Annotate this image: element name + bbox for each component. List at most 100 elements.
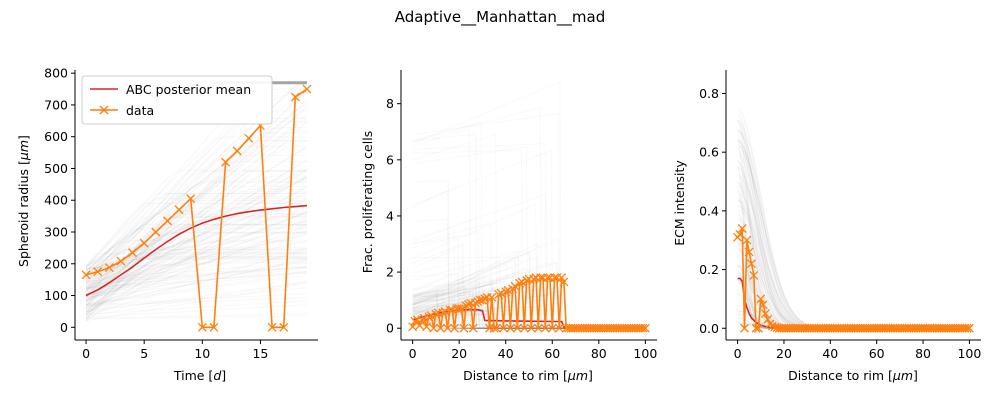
posterior-sample-line — [412, 288, 646, 329]
data-point-marker — [290, 92, 300, 102]
data-point-marker — [93, 267, 103, 277]
posterior-sample-line — [412, 280, 646, 329]
legend-frame — [81, 75, 273, 125]
data-point-marker — [515, 278, 525, 288]
y-tick-label: 700 — [44, 97, 68, 112]
data-point-marker — [436, 323, 446, 333]
posterior-sample-line — [412, 307, 646, 329]
posterior-sample-line — [85, 246, 307, 292]
posterior-sample-line — [85, 130, 307, 320]
data-point-marker — [128, 248, 138, 258]
posterior-mean-line — [85, 204, 308, 297]
data-point-marker — [464, 299, 473, 309]
x-tick-label: 60 — [869, 346, 885, 361]
data-point-marker — [457, 304, 466, 314]
data-point-marker — [429, 323, 439, 333]
x-tick-label: 80 — [591, 346, 607, 361]
x-tick-label: 40 — [498, 346, 514, 361]
data-point-marker — [81, 270, 91, 280]
posterior-sample-line — [412, 273, 646, 329]
data-point-marker — [209, 322, 219, 332]
data-point-marker — [760, 309, 770, 319]
posterior-sample-line — [412, 280, 646, 329]
data-point-marker — [767, 321, 777, 331]
posterior-sample-line — [412, 231, 646, 329]
x-tick-label: 10 — [194, 346, 210, 361]
posterior-sample-line — [85, 221, 307, 296]
x-axis-label-proliferating: Distance to rim [μm] — [463, 368, 593, 383]
y-tick-label: 600 — [44, 129, 68, 144]
posterior-sample-line — [85, 136, 307, 267]
posterior-sample-line — [412, 263, 646, 329]
posterior-sample-line — [85, 202, 307, 269]
posterior-sample-line — [412, 282, 646, 329]
posterior-sample-line — [85, 177, 307, 313]
posterior-sample-line — [412, 133, 646, 329]
data-point-marker — [471, 298, 480, 308]
posterior-sample-line — [85, 224, 307, 281]
data-point-marker — [477, 295, 487, 305]
data-point-marker — [735, 229, 745, 239]
y-axis-label-ecm: ECM intensity — [672, 160, 687, 246]
posterior-sample-line — [85, 182, 307, 296]
posterior-sample-line — [85, 197, 308, 288]
data-point-marker — [302, 84, 312, 94]
posterior-sample-line — [85, 140, 307, 267]
posterior-sample-line — [85, 199, 307, 293]
y-tick-label: 0.8 — [699, 86, 719, 101]
posterior-sample-line — [85, 267, 308, 295]
posterior-sample-line — [85, 266, 308, 284]
y-tick-label: 400 — [44, 193, 68, 208]
posterior-sample-line — [85, 215, 307, 292]
data-point-marker — [104, 263, 114, 273]
posterior-sample-line — [412, 250, 646, 329]
posterior-sample-line — [85, 169, 308, 302]
posterior-sample-line — [85, 198, 307, 278]
data-point-marker — [162, 216, 172, 226]
series-layer-proliferating — [408, 273, 650, 333]
data-point-marker — [244, 133, 254, 143]
posterior-sample-line — [412, 133, 646, 329]
posterior-sample-line — [412, 286, 646, 329]
posterior-sample-line — [85, 249, 307, 283]
data-point-marker — [489, 323, 499, 333]
data-point-marker — [450, 323, 459, 333]
data-point-marker — [186, 194, 196, 204]
y-tick-label: 0 — [60, 320, 68, 335]
posterior-sample-line — [85, 105, 308, 302]
posterior-sample-line — [85, 190, 308, 314]
posterior-sample-line — [85, 270, 308, 298]
data-point-marker — [519, 323, 529, 333]
posterior-sample-line — [85, 158, 308, 304]
x-tick-label: 0 — [409, 346, 417, 361]
posterior-sample-line — [85, 259, 308, 307]
posterior-sample-line — [85, 176, 308, 298]
posterior-sample-line — [412, 302, 646, 329]
y-tick-label: 0.4 — [699, 203, 719, 218]
data-point-marker — [221, 157, 231, 167]
posterior-sample-line — [85, 202, 307, 310]
posterior-sample-line — [85, 313, 308, 319]
posterior-sample-line — [85, 154, 307, 268]
posterior-sample-line — [412, 260, 646, 329]
data-point-marker — [267, 322, 277, 332]
posterior-sample-line — [85, 132, 307, 320]
y-tick-label: 800 — [44, 66, 68, 81]
posterior-sample-line — [85, 169, 307, 265]
x-tick-label: 20 — [451, 346, 467, 361]
posterior-sample-line — [85, 122, 308, 320]
data-point-marker — [424, 312, 434, 322]
axes-ecm: 0 20 40 60 80 100 0.0 0.2 0.4 0.6 0.8 — [699, 70, 981, 361]
posterior-sample-line — [412, 292, 646, 329]
posterior-sample-line — [85, 232, 307, 283]
posterior-sample-line — [412, 271, 646, 329]
x-axis-label-radius: Time [d] — [173, 368, 226, 383]
posterior-sample-line — [85, 262, 308, 290]
y-tick-label: 0 — [386, 321, 394, 336]
posterior-sample-line — [85, 117, 308, 278]
posterior-sample-line — [412, 277, 646, 329]
posterior-sample-line — [85, 231, 307, 298]
data-point-marker — [529, 274, 539, 284]
posterior-sample-line — [85, 193, 307, 285]
